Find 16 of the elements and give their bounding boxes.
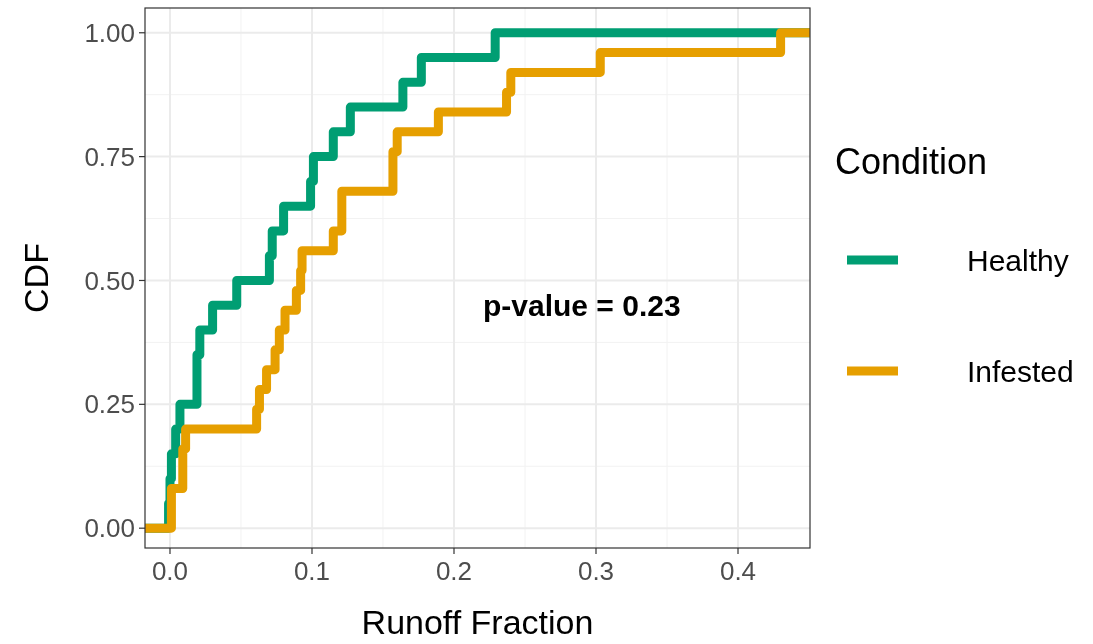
annotation: p-value = 0.23 <box>483 288 681 322</box>
x-tick-label: 0.4 <box>719 556 757 586</box>
x-tick-label: 0.0 <box>151 556 189 586</box>
legend-label: Healthy <box>967 243 1069 277</box>
y-tick-label: 0.50 <box>84 265 135 296</box>
x-tick-label: 0.3 <box>577 556 615 586</box>
y-tick-label: 0.25 <box>84 389 135 420</box>
y-tick-label: 0.75 <box>84 141 135 172</box>
legend-label: Infested <box>967 354 1074 388</box>
y-axis-title: CDF <box>17 243 55 313</box>
y-tick-label: 1.00 <box>84 17 135 48</box>
legend-title: Condition <box>835 141 988 182</box>
x-axis-title: Runoff Fraction <box>361 603 594 641</box>
x-tick-label: 0.1 <box>293 556 331 586</box>
x-tick-label: 0.2 <box>435 556 473 586</box>
y-tick-label: 0.00 <box>84 513 135 544</box>
